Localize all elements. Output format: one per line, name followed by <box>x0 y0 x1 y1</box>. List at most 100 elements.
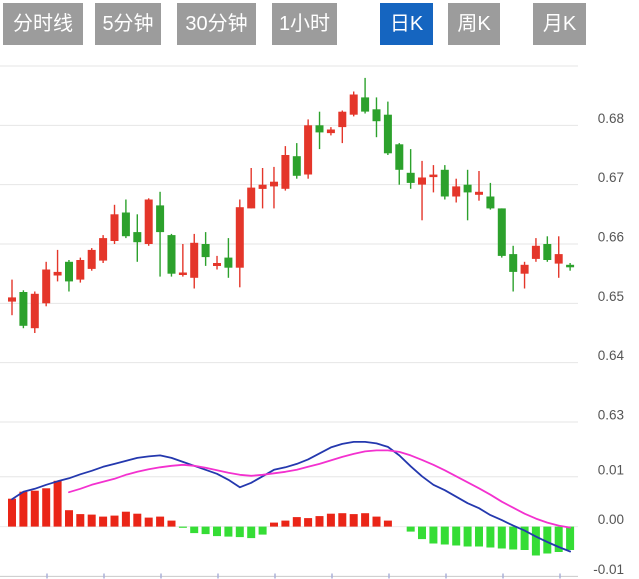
candle-body <box>247 187 256 209</box>
candle-body <box>76 260 85 280</box>
candle-body <box>429 174 438 178</box>
price-axis-label: 0.63 <box>598 408 624 423</box>
macd-histogram-bar <box>463 526 472 547</box>
macd-histogram-bar <box>406 526 415 532</box>
macd-histogram-bar <box>65 510 73 527</box>
candle-body <box>566 264 575 268</box>
candle-body <box>201 244 210 258</box>
candle-body <box>326 129 335 134</box>
macd-histogram-bar <box>509 526 518 550</box>
candle-body <box>475 191 483 195</box>
tab-weekly-k[interactable]: 周K <box>448 3 500 45</box>
macd-histogram-bar <box>418 526 426 540</box>
macd-histogram-bar <box>281 520 290 527</box>
macd-histogram-bar <box>178 526 187 528</box>
macd-histogram-bar <box>190 526 199 534</box>
tab-daily-k[interactable]: 日K <box>380 3 433 45</box>
candle-body <box>167 235 176 274</box>
tab-30min[interactable]: 30分钟 <box>177 3 256 45</box>
candle-body <box>361 97 370 112</box>
price-axis-label: 0.67 <box>598 170 624 185</box>
macd-histogram-bar <box>235 526 244 538</box>
candle-body <box>372 109 381 122</box>
candle-body <box>509 254 518 272</box>
macd-histogram-bar <box>213 526 221 537</box>
price-axis-label: 0.64 <box>598 348 625 363</box>
macd-histogram-bar <box>110 515 119 527</box>
candle-body <box>144 199 153 244</box>
candle-body <box>87 249 96 269</box>
candle-body <box>258 184 267 189</box>
macd-histogram-bar <box>247 526 256 539</box>
candle-body <box>270 181 278 187</box>
price-axis-label: 0.68 <box>598 111 624 126</box>
macd-dea-line <box>68 449 571 529</box>
candle-body <box>292 156 301 176</box>
candle-body <box>190 242 199 278</box>
candle-body <box>395 144 404 170</box>
candle-body <box>156 205 165 233</box>
macd-axis-label: 0.01 <box>598 462 624 477</box>
macd-histogram-bar <box>486 526 495 548</box>
candle-body <box>178 272 187 275</box>
macd-histogram-bar <box>30 490 39 527</box>
candle-body <box>463 184 472 193</box>
candle-body <box>497 208 506 256</box>
macd-histogram-bar <box>429 526 438 544</box>
macd-histogram-bar <box>133 513 142 527</box>
candle-body <box>99 238 108 261</box>
candle-body <box>315 125 324 133</box>
candle-body <box>30 293 39 329</box>
macd-dif-line <box>11 440 571 553</box>
candle-body <box>65 261 73 282</box>
price-axis-label: 0.66 <box>598 230 624 245</box>
tab-bar: 分时线 5分钟 30分钟 1小时 日K 周K 月K <box>0 3 639 45</box>
candle-body <box>235 207 244 268</box>
candle-body <box>554 254 563 264</box>
tab-1hour[interactable]: 1小时 <box>272 3 337 45</box>
candle-body <box>53 271 62 276</box>
candle-body <box>281 155 290 189</box>
candle-body <box>383 114 392 154</box>
macd-histogram-bar <box>304 518 313 527</box>
macd-histogram-bar <box>566 526 575 550</box>
candle-body <box>440 169 449 197</box>
candle-body <box>406 172 415 183</box>
candle-body <box>121 212 130 237</box>
candle-body <box>520 264 529 274</box>
tab-5min[interactable]: 5分钟 <box>95 3 161 45</box>
candle-body <box>224 257 233 268</box>
macd-histogram-bar <box>315 516 324 527</box>
tab-monthly-k[interactable]: 月K <box>533 3 586 45</box>
macd-histogram-bar <box>531 526 540 556</box>
macd-histogram-bar <box>554 526 563 552</box>
macd-histogram-bar <box>520 526 529 550</box>
candle-body <box>338 111 347 128</box>
candle-body <box>42 269 51 304</box>
candle-body <box>418 177 426 185</box>
macd-histogram-bar <box>497 526 506 549</box>
macd-histogram-bar <box>87 514 96 527</box>
macd-histogram-bar <box>53 480 62 527</box>
candle-body <box>110 214 119 241</box>
macd-histogram-bar <box>452 526 461 546</box>
price-axis-label: 0.65 <box>598 289 624 304</box>
macd-histogram-bar <box>8 498 16 527</box>
macd-histogram-bar <box>383 520 392 527</box>
candle-body <box>19 292 28 326</box>
macd-axis-label: 0.00 <box>598 512 624 527</box>
candle-body <box>213 263 221 266</box>
macd-histogram-bar <box>349 514 358 527</box>
candle-body <box>543 244 552 260</box>
candle-body <box>304 125 313 175</box>
macd-histogram-bar <box>99 516 108 527</box>
macd-histogram-bar <box>270 522 278 527</box>
macd-histogram-bar <box>372 516 381 527</box>
macd-histogram-bar <box>201 526 210 535</box>
macd-histogram-bar <box>543 526 552 554</box>
macd-histogram-bar <box>167 520 176 527</box>
candle-body <box>8 297 16 302</box>
tab-timeshare-line[interactable]: 分时线 <box>3 3 83 45</box>
macd-histogram-bar <box>475 526 483 547</box>
